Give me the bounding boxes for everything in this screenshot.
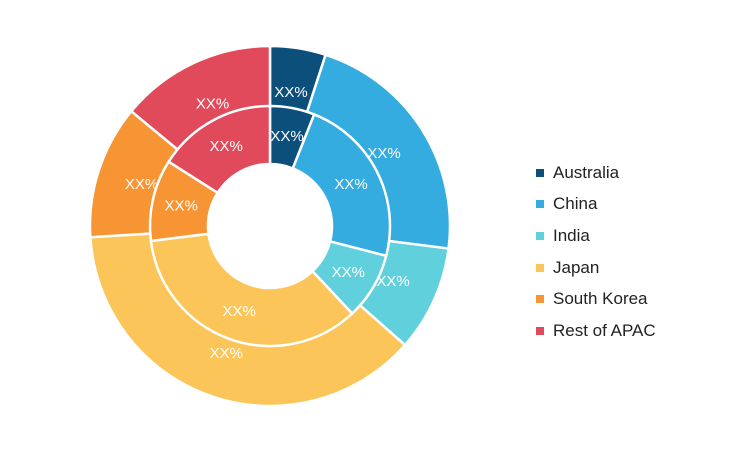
legend-label-japan: Japan (553, 257, 600, 277)
legend-item-japan[interactable]: Japan (536, 252, 656, 284)
legend-item-india[interactable]: India (536, 220, 656, 252)
legend: Australia China India Japan South Korea … (536, 157, 656, 347)
legend-label-india: India (553, 225, 590, 245)
legend-item-australia[interactable]: Australia (536, 157, 656, 189)
labels-group: XX%XX%XX%XX%XX%XX%XX%XX%XX%XX%XX%XX% (125, 84, 410, 362)
legend-item-china[interactable]: China (536, 189, 656, 221)
legend-swatch-rest-of-apac (536, 326, 544, 335)
outer-label-australia: XX% (274, 84, 307, 101)
legend-swatch-south-korea (536, 295, 544, 304)
legend-label-china: China (553, 194, 598, 214)
inner-label-india: XX% (332, 264, 365, 281)
legend-swatch-china (536, 200, 544, 209)
outer-label-japan: XX% (210, 345, 243, 362)
inner-slice-japan[interactable] (149, 232, 354, 348)
inner-slice-china[interactable] (291, 112, 392, 258)
inner-label-rest-of-apac: XX% (210, 138, 243, 155)
legend-item-south-korea[interactable]: South Korea (536, 283, 656, 315)
inner-label-japan: XX% (223, 303, 256, 320)
outer-label-china: XX% (367, 145, 400, 162)
slices-group (88, 44, 452, 408)
outer-label-india: XX% (376, 273, 409, 290)
inner-slice-rest-of-apac[interactable] (166, 104, 272, 195)
legend-label-rest-of-apac: Rest of APAC (553, 320, 656, 340)
inner-label-china: XX% (334, 176, 367, 193)
inner-label-australia: XX% (270, 128, 303, 145)
legend-swatch-japan (536, 263, 544, 272)
inner-label-south-korea: XX% (165, 198, 198, 215)
legend-label-south-korea: South Korea (553, 289, 648, 309)
legend-swatch-australia (536, 168, 544, 177)
legend-label-australia: Australia (553, 162, 620, 182)
outer-label-rest-of-apac: XX% (196, 95, 229, 112)
legend-item-rest-of-apac[interactable]: Rest of APAC (536, 315, 656, 347)
outer-label-south-korea: XX% (125, 176, 158, 193)
legend-swatch-india (536, 231, 544, 240)
